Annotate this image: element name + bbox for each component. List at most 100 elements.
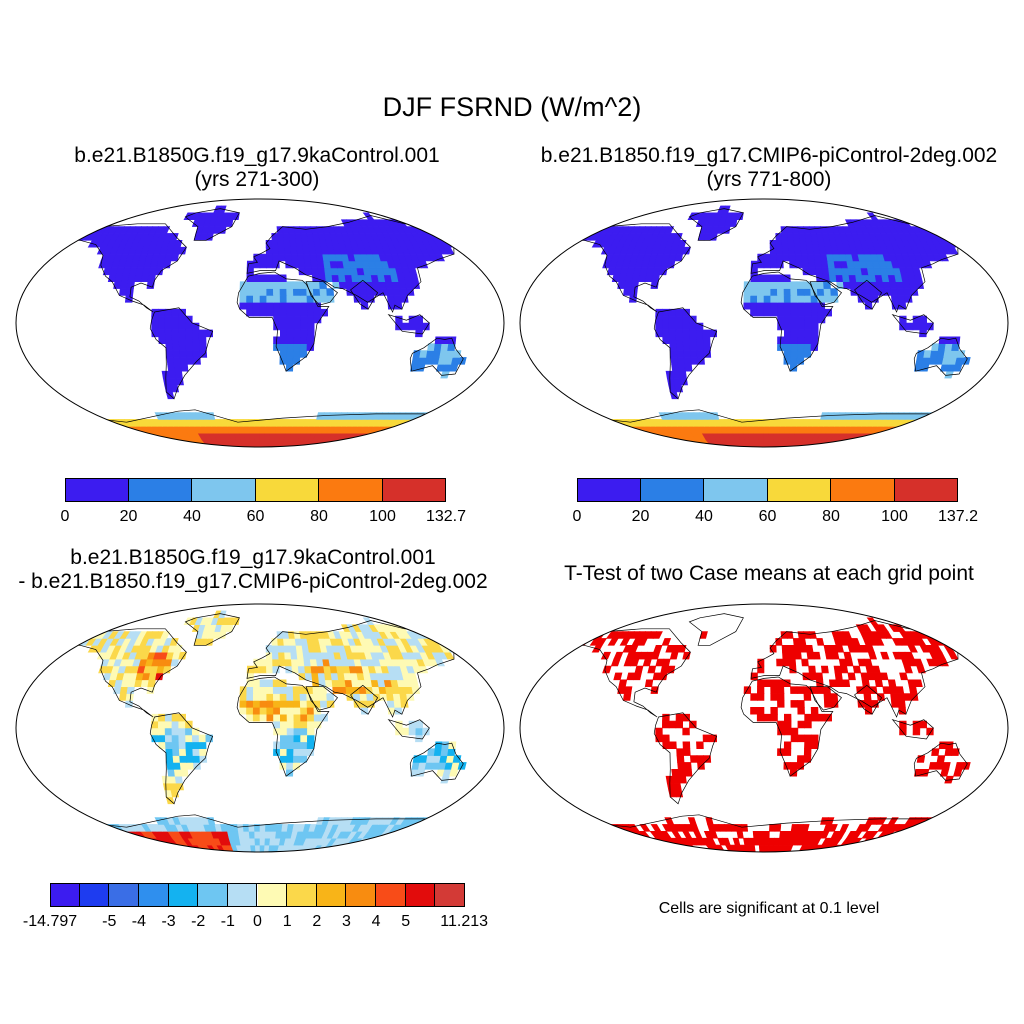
grid-cell [398, 837, 416, 846]
grid-cell [293, 295, 301, 303]
grid-cell [565, 419, 581, 427]
grid-cell [790, 302, 799, 310]
grid-cell [603, 837, 621, 846]
grid-cell [944, 817, 958, 825]
grid-cell [867, 439, 886, 447]
grid-cell [370, 837, 385, 846]
grid-cell [808, 672, 817, 681]
grid-cell [252, 308, 261, 317]
grid-cell [746, 419, 754, 427]
grid-cell [671, 364, 680, 372]
grid-cell [374, 837, 390, 846]
grid-cell [363, 844, 382, 852]
grid-cell [810, 707, 819, 715]
grid-cell [395, 720, 403, 729]
grid-cell [133, 844, 153, 852]
grid-cell [890, 700, 900, 708]
grid-cell [390, 844, 410, 852]
grid-cell [78, 631, 92, 639]
grid-cell [101, 426, 117, 434]
grid-cell [266, 679, 274, 687]
grid-cell [786, 233, 795, 241]
grid-cell [894, 439, 914, 447]
grid-cell [582, 631, 596, 639]
coastline [555, 814, 973, 852]
coastline [891, 719, 934, 740]
grid-cell [752, 426, 760, 434]
grid-cell [743, 295, 751, 303]
grid-cell [331, 679, 340, 687]
grid-cell [259, 707, 268, 715]
grid-cell [623, 686, 633, 694]
coastline [350, 279, 379, 310]
grid-cell [559, 412, 573, 420]
grid-cell [419, 831, 435, 839]
grid-cell [167, 439, 183, 447]
grid-cell [292, 693, 301, 701]
grid-cell [286, 350, 294, 358]
grid-cell [266, 700, 274, 708]
grid-cell [794, 246, 802, 255]
grid-cell [440, 631, 454, 639]
grid-cell [249, 837, 256, 846]
colorbar-tick-label: 5 [401, 913, 411, 930]
grid-cell [682, 727, 690, 736]
grid-cell [949, 631, 963, 639]
grid-cell [642, 439, 661, 447]
grid-cell [668, 315, 677, 324]
grid-cell [783, 748, 792, 756]
grid-cell [379, 432, 396, 441]
grid-cell [899, 672, 909, 681]
grid-cell [570, 631, 584, 639]
grid-cell [689, 350, 698, 358]
grid-cell [345, 844, 363, 852]
grid-cell [592, 432, 611, 441]
grid-cell [777, 343, 785, 351]
grid-cell [90, 831, 107, 839]
grid-cell [898, 844, 919, 852]
grid-cell [937, 343, 947, 351]
map-ttest [519, 603, 1009, 853]
grid-cell [840, 665, 849, 674]
grid-cell [893, 432, 910, 441]
grid-cell [198, 336, 207, 344]
grid-cell [428, 226, 442, 234]
grid-cell [73, 432, 93, 441]
colorbar-tick-label: 1 [282, 913, 292, 930]
grid-cell [259, 308, 268, 317]
grid-cell [790, 762, 798, 770]
grid-cell [743, 288, 752, 296]
grid-cell [907, 426, 923, 434]
grid-cell [246, 700, 254, 708]
grid-cell [300, 727, 308, 736]
grid-cell [820, 665, 829, 674]
grid-cell [124, 432, 141, 441]
grid-cell [157, 844, 175, 852]
grid-cell [248, 831, 256, 839]
grid-cell [259, 831, 266, 839]
grid-cell [170, 253, 180, 262]
grid-cell [304, 260, 312, 269]
grid-cell [266, 693, 274, 701]
grid-cell [775, 246, 784, 255]
colorbar-swatch [287, 883, 317, 907]
grid-cell [790, 357, 798, 365]
grid-cell [441, 336, 450, 344]
grid-cell [239, 686, 248, 694]
grid-cell [316, 665, 325, 674]
grid-cell [174, 370, 183, 379]
grid-cell [246, 281, 254, 289]
grid-cell [904, 651, 915, 660]
grid-cell [736, 212, 744, 221]
grid-cell [162, 844, 179, 852]
grid-cell [112, 831, 127, 839]
grid-cell [881, 844, 900, 852]
grid-cell [286, 748, 295, 756]
grid-cell [619, 844, 639, 852]
grid-cell [805, 644, 814, 653]
grid-cell [165, 343, 174, 351]
coastline [809, 281, 842, 306]
grid-cell [248, 426, 256, 434]
grid-cell [797, 734, 805, 743]
grid-cell [763, 679, 771, 687]
